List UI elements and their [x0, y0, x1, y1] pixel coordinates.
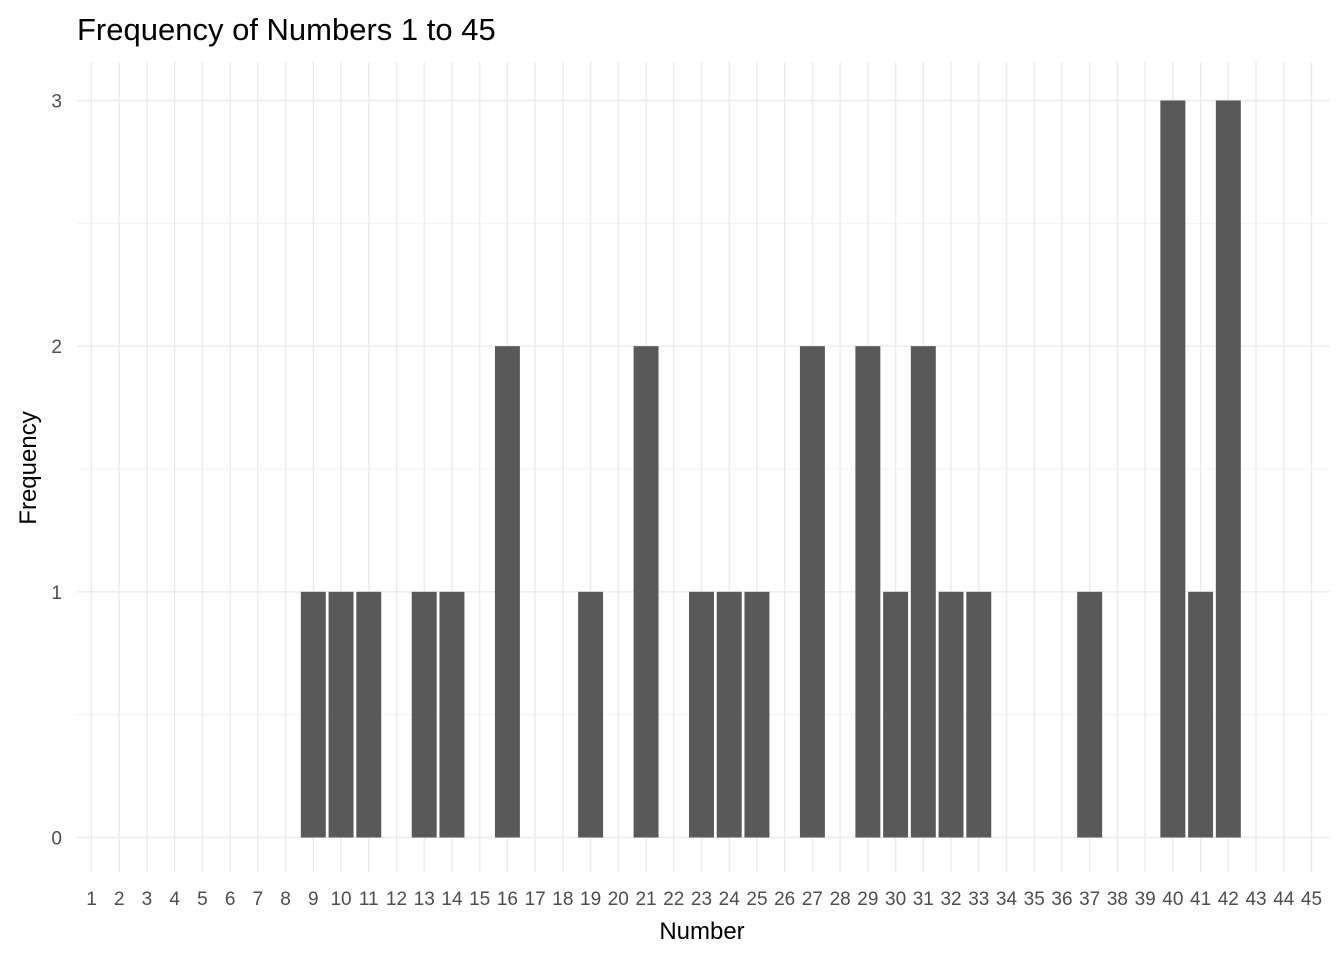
- x-tick-label: 34: [996, 889, 1018, 910]
- x-tick-label: 41: [1190, 889, 1211, 910]
- x-tick-label: 44: [1273, 889, 1295, 910]
- bar-9: [300, 591, 326, 838]
- x-tick-label: 20: [608, 889, 629, 910]
- x-tick-label: 12: [386, 889, 407, 910]
- x-tick-label: 23: [691, 889, 712, 910]
- x-tick-label: 4: [169, 889, 180, 910]
- x-tick-label: 24: [719, 889, 741, 910]
- x-tick-label: 39: [1135, 889, 1156, 910]
- x-tick-label: 45: [1301, 889, 1322, 910]
- bar-41: [1188, 591, 1214, 838]
- x-tick-label: 1: [86, 889, 97, 910]
- x-tick-label: 16: [497, 889, 518, 910]
- y-tick-label: 3: [51, 92, 62, 113]
- x-tick-label: 26: [774, 889, 795, 910]
- x-tick-label: 13: [414, 889, 435, 910]
- x-tick-label: 43: [1245, 889, 1266, 910]
- x-axis-title: Number: [659, 918, 744, 945]
- bar-30: [883, 591, 909, 838]
- x-tick-label: 2: [114, 889, 125, 910]
- bar-10: [328, 591, 354, 838]
- x-tick-label: 7: [253, 889, 264, 910]
- bar-14: [439, 591, 465, 838]
- x-tick-label: 38: [1107, 889, 1128, 910]
- bar-40: [1160, 100, 1186, 838]
- y-axis-title: Frequency: [15, 411, 42, 524]
- x-tick-label: 11: [359, 889, 379, 910]
- bar-31: [910, 346, 936, 838]
- bars: [300, 100, 1241, 838]
- bar-21: [633, 346, 659, 838]
- bar-27: [799, 346, 825, 838]
- y-tick-label: 2: [51, 337, 62, 358]
- x-tick-label: 32: [940, 889, 961, 910]
- bar-24: [716, 591, 742, 838]
- y-tick-label: 1: [51, 583, 62, 604]
- bar-25: [744, 591, 770, 838]
- x-tick-label: 8: [280, 889, 291, 910]
- x-tick-label: 17: [525, 889, 546, 910]
- bar-16: [494, 346, 520, 838]
- y-axis-tick-labels: 0 1 2 3: [51, 92, 62, 850]
- chart-title: Frequency of Numbers 1 to 45: [77, 12, 496, 47]
- x-tick-label: 22: [663, 889, 684, 910]
- bar-11: [356, 591, 382, 838]
- x-tick-label: 40: [1162, 889, 1183, 910]
- x-tick-label: 29: [857, 889, 878, 910]
- x-tick-label: 10: [330, 889, 351, 910]
- bar-33: [966, 591, 992, 838]
- x-tick-label: 37: [1079, 889, 1100, 910]
- x-tick-label: 31: [913, 889, 934, 910]
- bar-42: [1215, 100, 1241, 838]
- x-axis-tick-labels: 1 2 3 4 5 6 7 8 9 10 11 12 13 14 15 16 17 18 19 20 21 22 23 24 2…: [86, 889, 1322, 910]
- x-tick-label: 14: [441, 889, 463, 910]
- x-tick-label: 18: [552, 889, 573, 910]
- x-tick-label: 30: [885, 889, 906, 910]
- y-tick-label: 0: [51, 829, 62, 850]
- x-tick-label: 21: [635, 889, 656, 910]
- x-tick-label: 3: [142, 889, 153, 910]
- bar-23: [689, 591, 714, 838]
- bar-13: [411, 591, 437, 838]
- x-tick-label: 5: [197, 889, 208, 910]
- x-tick-label: 36: [1051, 889, 1072, 910]
- x-tick-label: 42: [1218, 889, 1239, 910]
- x-tick-label: 9: [308, 889, 319, 910]
- x-tick-label: 33: [968, 889, 989, 910]
- x-tick-label: 19: [580, 889, 601, 910]
- x-tick-label: 27: [802, 889, 823, 910]
- x-tick-label: 25: [746, 889, 767, 910]
- x-tick-label: 35: [1024, 889, 1045, 910]
- bar-29: [855, 346, 881, 838]
- bar-32: [938, 591, 964, 838]
- x-tick-label: 6: [225, 889, 236, 910]
- bar-19: [578, 591, 604, 838]
- bar-37: [1077, 591, 1103, 838]
- x-tick-label: 15: [469, 889, 490, 910]
- x-tick-label: 28: [830, 889, 851, 910]
